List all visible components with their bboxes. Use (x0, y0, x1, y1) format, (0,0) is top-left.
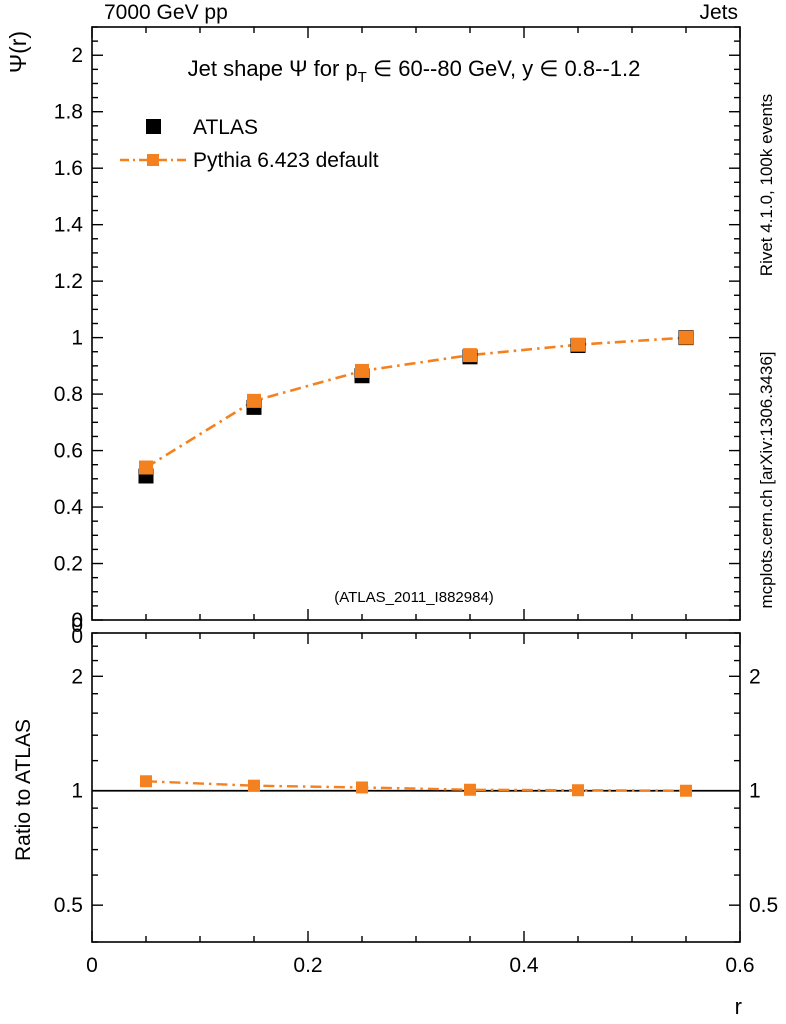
watermark-label: (ATLAS_2011_I882984) (334, 589, 494, 606)
x-axis-label: r (735, 994, 742, 1019)
ratio-data-point (356, 781, 368, 794)
legend-marker-atlas (146, 119, 161, 134)
mcplots-reference-label: mcplots.cern.ch [arXiv:1306.3436] (757, 351, 776, 608)
ratio-y-tick-label-right: 1 (749, 780, 761, 803)
y-tick-label: 1.2 (54, 270, 83, 293)
x-tick-label: 0.2 (293, 954, 322, 977)
ratio-data-point (248, 779, 260, 792)
pythia-data-point (571, 337, 585, 352)
header-right: Jets (699, 1, 738, 24)
ratio-y-tick-label-right: 0.5 (749, 894, 778, 917)
y-tick-label: 1.6 (54, 157, 83, 180)
ratio-data-point (680, 784, 692, 797)
header-left: 7000 GeV pp (104, 1, 228, 24)
legend-label-atlas[interactable]: ATLAS (193, 116, 258, 139)
x-tick-label: 0 (86, 954, 98, 977)
plot-title: Jet shape Ψ for pT ∈ 60--80 GeV, y ∈ 0.8… (188, 56, 641, 86)
pythia-data-point (139, 460, 153, 475)
ratio-y-axis-label: Ratio to ATLAS (12, 719, 35, 861)
y-tick-label: 0.8 (54, 383, 83, 406)
ratio-pythia-curve (145, 780, 687, 792)
pythia-curve (145, 336, 687, 469)
y-tick-label: 1 (71, 327, 83, 350)
ratio-data-point (140, 775, 152, 788)
pythia-data-point (463, 348, 477, 363)
main-plot-frame (91, 26, 741, 621)
legend-label-pythia[interactable]: Pythia 6.423 default (193, 149, 379, 172)
y-tick-label: 0.6 (54, 440, 83, 463)
y-tick-label: 0 (71, 609, 83, 632)
y-tick-label: 0.2 (54, 553, 83, 576)
ratio-data-point (572, 784, 584, 797)
x-tick-label: 0.4 (509, 954, 539, 977)
ratio-data-point (464, 783, 476, 796)
legend-marker-pythia (147, 154, 159, 166)
y-tick-label: 1.8 (54, 101, 83, 124)
y-tick-label: 2 (71, 44, 83, 67)
ratio-plot-frame (91, 632, 741, 943)
pythia-data-point (247, 393, 261, 408)
y-tick-label: 0.4 (54, 496, 84, 519)
y-tick-label-zero-clipped: 0 (71, 614, 83, 637)
pythia-data-point (679, 330, 693, 345)
ratio-y-top-clipped-label: 0 (71, 625, 83, 648)
rivet-version-label: Rivet 4.1.0, 100k events (757, 94, 776, 276)
ratio-y-tick-label: 2 (71, 665, 83, 688)
x-tick-label: 0.6 (725, 954, 754, 977)
y-tick-label: 1.4 (54, 214, 84, 237)
ratio-y-tick-label-right: 2 (749, 665, 761, 688)
pythia-data-point (355, 363, 369, 378)
y-axis-label: Ψ(r) (5, 31, 31, 73)
ratio-y-tick-label: 1 (71, 780, 83, 803)
ratio-y-tick-label: 0.5 (54, 894, 83, 917)
